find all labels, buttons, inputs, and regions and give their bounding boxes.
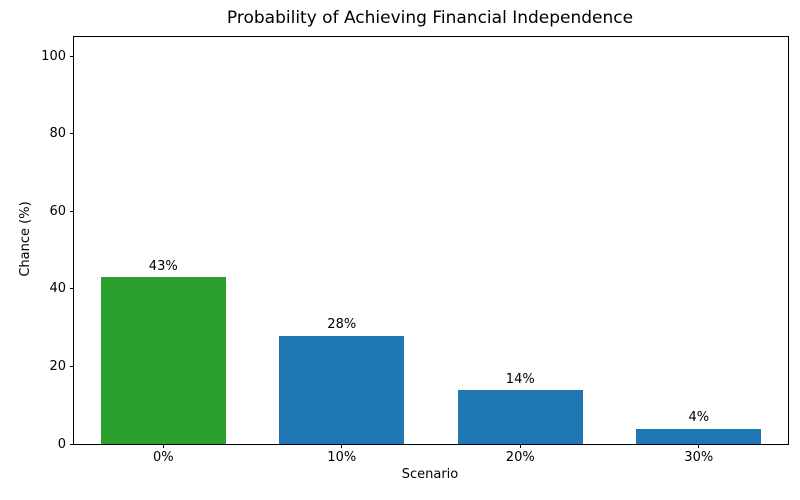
y-tick-label: 80: [49, 126, 66, 142]
x-tick-label: 0%: [152, 450, 174, 465]
y-tick-label: 40: [49, 281, 66, 297]
y-tick-mark: [70, 443, 74, 445]
y-tick-mark: [70, 288, 74, 290]
y-tick-mark: [70, 133, 74, 135]
plot-area: 0 20 40 60 80 100 43% 0% 28% 10% 14% 20% 4% 30%: [41, 36, 789, 465]
y-tick-label: 20: [49, 358, 66, 374]
bar-value-label: 28%: [327, 317, 357, 333]
x-tick-mark: [162, 444, 164, 448]
y-tick-label: 0: [57, 436, 66, 452]
y-tick-mark: [70, 55, 74, 57]
x-tick-mark: [341, 444, 343, 448]
bar: [636, 428, 761, 444]
bar-value-label: 14%: [505, 371, 535, 387]
x-tick-label: 20%: [505, 450, 535, 465]
x-tick-mark: [519, 444, 521, 448]
x-axis-label: Scenario: [401, 467, 459, 482]
x-tick-label: 10%: [327, 450, 357, 465]
y-tick-mark: [70, 365, 74, 367]
y-tick-mark: [70, 210, 74, 212]
x-tick-mark: [698, 444, 700, 448]
bar: [101, 277, 226, 444]
y-tick-label: 100: [41, 48, 66, 64]
chart-title: Probability of Achieving Financial Indep…: [226, 8, 634, 28]
bar: [279, 335, 404, 444]
y-tick-label: 60: [49, 203, 66, 219]
x-tick-label: 30%: [684, 450, 714, 465]
bar: [458, 389, 583, 444]
bar-value-label: 4%: [688, 410, 710, 426]
bar-value-label: 43%: [148, 259, 178, 275]
